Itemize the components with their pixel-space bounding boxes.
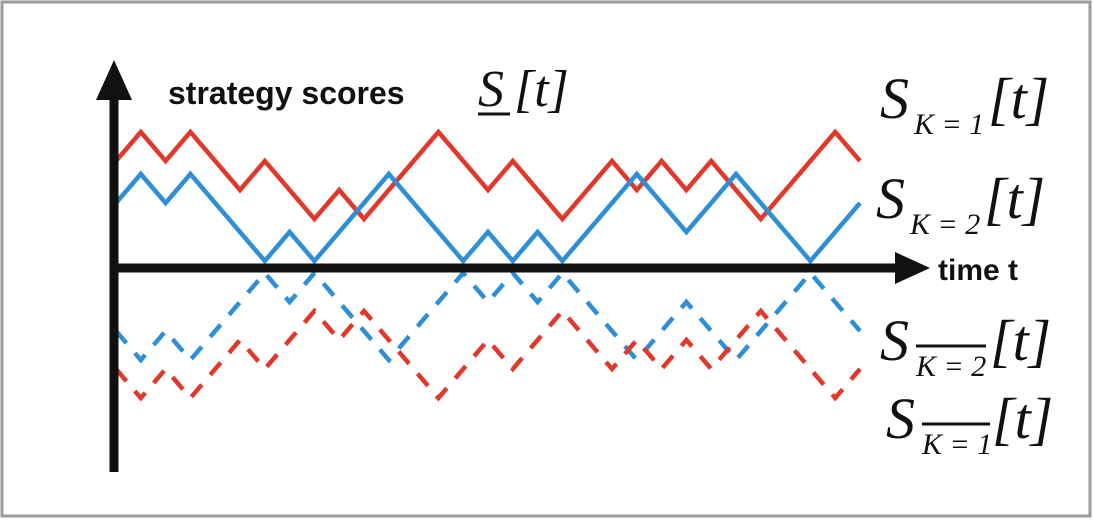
- label-s-k1: S K = 1 [t]: [880, 66, 1049, 141]
- x-axis-arrow: [895, 252, 930, 284]
- label-s-kbar2-main: S: [880, 308, 909, 373]
- label-s-k1-main: S: [880, 66, 909, 131]
- label-s-kbar2: S K = 2 [t]: [880, 308, 1051, 383]
- label-s-kbar1-main: S: [886, 386, 915, 451]
- chart-title-symbol: S: [478, 61, 504, 118]
- label-s-k1-sub: K = 1: [913, 108, 984, 141]
- series-line-0: [114, 128, 862, 223]
- label-s-kbar1-arg: [t]: [992, 386, 1053, 451]
- label-s-k2-arg: [t]: [984, 166, 1045, 231]
- label-s-kbar1: S K = 1 [t]: [886, 386, 1053, 461]
- y-axis-arrow: [96, 60, 132, 100]
- label-s-k1-arg: [t]: [988, 66, 1049, 131]
- chart-title-arg: [t]: [514, 61, 569, 118]
- label-s-k2-main: S: [876, 166, 905, 231]
- series-group: [114, 128, 862, 402]
- label-s-kbar1-sub: K = 1: [921, 428, 992, 461]
- x-axis-label: time t: [938, 254, 1018, 287]
- series-line-1: [114, 170, 862, 265]
- label-s-k2: S K = 2 [t]: [876, 166, 1045, 241]
- label-s-k2-sub: K = 2: [909, 208, 980, 241]
- label-s-kbar2-arg: [t]: [990, 308, 1051, 373]
- chart-title-text: strategy scores: [168, 75, 405, 111]
- label-s-kbar2-sub: K = 2: [915, 350, 986, 383]
